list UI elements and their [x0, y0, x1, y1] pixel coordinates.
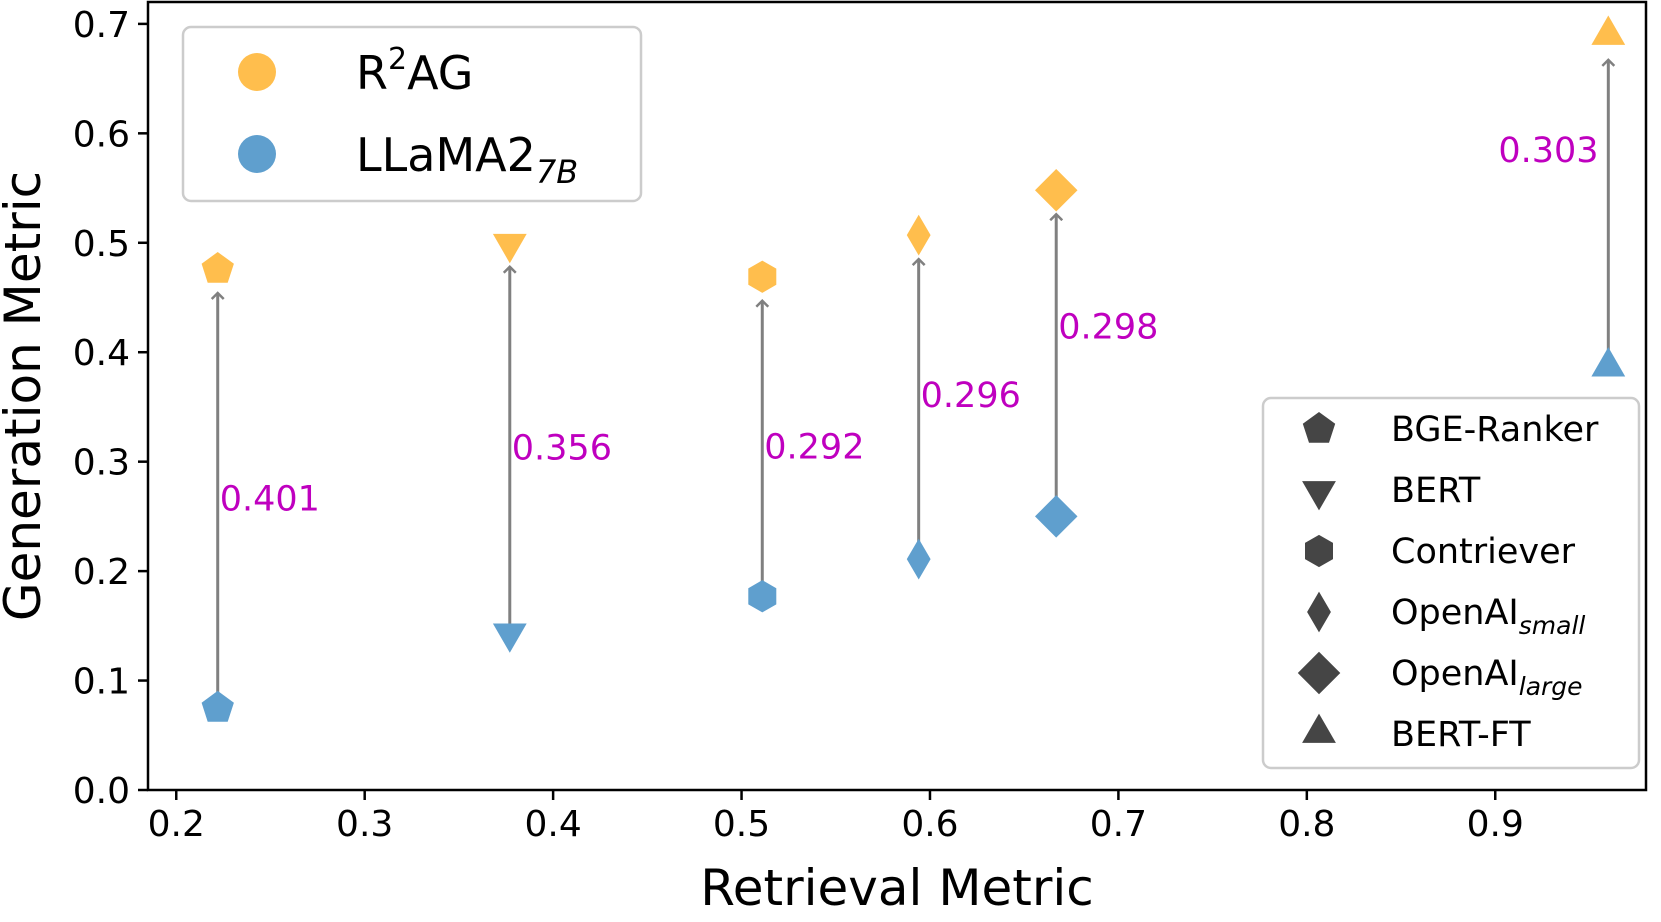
r2ag-point: [748, 260, 777, 293]
legend-marker-swatch: [1302, 412, 1336, 443]
legend-marker-swatch: [1302, 481, 1336, 511]
arrow-layer: [210, 58, 1616, 700]
x-axis-label: Retrieval Metric: [700, 859, 1094, 917]
r2ag-point: [201, 252, 234, 283]
delta-label: 0.298: [1058, 307, 1158, 347]
y-tick-label: 0.3: [73, 443, 130, 484]
tick-layer: 0.2 0.3 0.4 0.5 0.6 0.7 0.8 0.90.00.10.20.30.40…: [73, 5, 1524, 845]
x-tick-label: 0.2: [148, 804, 205, 845]
x-tick-label: 0.3: [336, 804, 393, 845]
delta-label: 0.296: [921, 376, 1021, 416]
llama-point: [201, 690, 234, 722]
r2ag-point: [1035, 169, 1078, 212]
y-axis-label: Generation Metric: [0, 171, 52, 621]
llama-point: [1591, 347, 1626, 377]
x-tick-label: 0.9: [1467, 804, 1524, 845]
legend-marker-swatch: [1305, 534, 1333, 568]
llama-point: [748, 580, 777, 613]
plot-frame: [146, 0, 1648, 792]
y-tick-label: 0.4: [73, 333, 130, 374]
delta-label: 0.401: [220, 479, 320, 519]
legend-marker-swatch: [1297, 651, 1341, 695]
legend-entry: R2AG: [356, 42, 473, 100]
x-tick-label: 0.8: [1278, 804, 1335, 845]
legend-marker-swatch: [1302, 713, 1336, 743]
legend-marker-entry: BERT: [1391, 471, 1481, 511]
y-tick-label: 0.2: [73, 552, 130, 593]
point-layer: [201, 15, 1626, 722]
llama-point: [492, 623, 527, 653]
delta-label: 0.356: [512, 429, 612, 469]
series-legend: R2AG LLaMA27B: [181, 25, 643, 203]
legend-entry: LLaMA27B: [356, 128, 578, 191]
y-tick-label: 0.5: [73, 224, 130, 265]
legend-swatch: [238, 135, 276, 173]
r2ag-point: [492, 233, 527, 264]
llama-point: [1035, 495, 1078, 538]
marker-legend: BGE-Ranker BERT Contriever OpenAIsmall OpenA…: [1261, 396, 1641, 770]
legend-marker-entry: OpenAIlarge: [1391, 654, 1583, 701]
legend-marker-entry: OpenAIsmall: [1391, 593, 1585, 640]
delta-label: 0.303: [1498, 131, 1598, 171]
y-tick-label: 0.7: [73, 5, 130, 46]
delta-label-layer: 0.401 0.356 0.292 0.296 0.298 0.303: [220, 131, 1599, 520]
x-tick-label: 0.4: [524, 804, 581, 845]
legend-marker-entry: BERT-FT: [1391, 715, 1531, 755]
x-tick-label: 0.7: [1090, 804, 1147, 845]
legend-marker-entry: BGE-Ranker: [1391, 410, 1599, 450]
marker-legend-box: [1261, 396, 1641, 770]
legend-marker-entry: Contriever: [1391, 532, 1576, 572]
delta-label: 0.292: [764, 427, 864, 467]
x-tick-label: 0.5: [713, 804, 770, 845]
r2ag-point: [906, 214, 931, 256]
legend-swatch: [238, 53, 276, 91]
legend-marker-swatch: [1307, 591, 1331, 633]
series-legend-box: [181, 25, 643, 203]
x-tick-label: 0.6: [901, 804, 958, 845]
r2ag-point: [1591, 15, 1626, 45]
llama-point: [906, 538, 931, 580]
y-tick-label: 0.6: [73, 114, 130, 155]
y-tick-label: 0.1: [73, 662, 130, 703]
y-tick-label: 0.0: [73, 771, 130, 812]
